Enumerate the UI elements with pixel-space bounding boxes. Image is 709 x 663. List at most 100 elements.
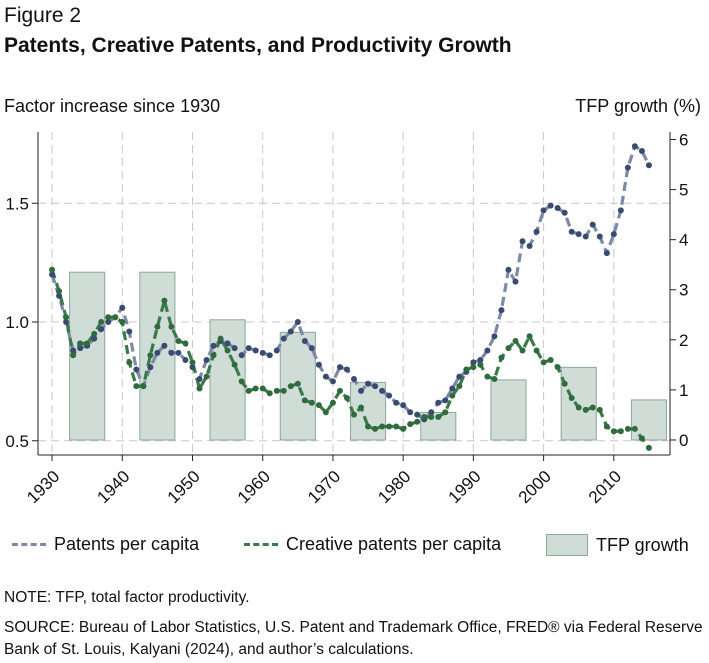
creative-point bbox=[632, 426, 638, 432]
patents-point bbox=[372, 383, 378, 389]
creative-point bbox=[484, 374, 490, 380]
creative-point bbox=[597, 407, 603, 413]
x-tick-label: 1990 bbox=[445, 467, 485, 507]
patents-point bbox=[365, 381, 371, 387]
patents-point bbox=[260, 350, 266, 356]
patents-point bbox=[400, 402, 406, 408]
creative-point bbox=[449, 393, 455, 399]
patents-point bbox=[625, 165, 631, 171]
creative-point bbox=[477, 362, 483, 368]
creative-point bbox=[281, 388, 287, 394]
right-tick-label: 3 bbox=[679, 281, 688, 300]
tfp-bar bbox=[491, 380, 526, 440]
creative-point bbox=[569, 395, 575, 401]
creative-point bbox=[463, 367, 469, 373]
patents-point bbox=[379, 388, 385, 394]
patents-point bbox=[239, 352, 245, 358]
right-tick-label: 0 bbox=[679, 431, 688, 450]
patents-point bbox=[618, 207, 624, 213]
creative-point bbox=[246, 388, 252, 394]
creative-point bbox=[498, 355, 504, 361]
creative-point bbox=[182, 340, 188, 346]
patents-point bbox=[98, 326, 104, 332]
creative-point bbox=[211, 352, 217, 358]
creative-point bbox=[161, 298, 167, 304]
creative-point bbox=[197, 386, 203, 392]
tfp-bars bbox=[70, 272, 667, 440]
right-tick-label: 4 bbox=[679, 231, 688, 250]
creative-point bbox=[611, 428, 617, 434]
patents-point bbox=[161, 343, 167, 349]
legend-swatch-patents bbox=[12, 543, 46, 546]
creative-point bbox=[520, 348, 526, 354]
creative-point bbox=[527, 333, 533, 339]
creative-point bbox=[98, 319, 104, 325]
creative-point bbox=[358, 405, 364, 411]
right-tick-label: 1 bbox=[679, 381, 688, 400]
x-tick-label: 1970 bbox=[304, 467, 344, 507]
creative-point bbox=[63, 314, 69, 320]
creative-point bbox=[175, 338, 181, 344]
creative-point bbox=[351, 412, 357, 418]
patents-point bbox=[520, 238, 526, 244]
creative-point bbox=[400, 426, 406, 432]
creative-point bbox=[470, 364, 476, 370]
creative-point bbox=[295, 381, 301, 387]
creative-point bbox=[562, 381, 568, 387]
patents-point bbox=[583, 234, 589, 240]
creative-point bbox=[576, 405, 582, 411]
creative-point bbox=[253, 386, 259, 392]
creative-point bbox=[84, 340, 90, 346]
creative-point bbox=[168, 324, 174, 330]
patents-point bbox=[316, 362, 322, 368]
patents-point bbox=[197, 376, 203, 382]
patents-point bbox=[309, 345, 315, 351]
patents-point bbox=[484, 348, 490, 354]
creative-point bbox=[639, 435, 645, 441]
creative-point bbox=[386, 424, 392, 430]
patents-point bbox=[281, 336, 287, 342]
patents-point bbox=[562, 210, 568, 216]
legend-label-creative: Creative patents per capita bbox=[286, 534, 501, 555]
creative-point bbox=[105, 314, 111, 320]
patents-point bbox=[527, 243, 533, 249]
creative-point bbox=[147, 352, 153, 358]
creative-point bbox=[239, 378, 245, 384]
creative-point bbox=[491, 376, 497, 382]
patents-point bbox=[302, 338, 308, 344]
legend-swatch-creative bbox=[244, 543, 278, 546]
patents-point bbox=[435, 400, 441, 406]
patents-point bbox=[225, 340, 231, 346]
creative-point bbox=[372, 426, 378, 432]
creative-point bbox=[625, 426, 631, 432]
creative-point bbox=[618, 428, 624, 434]
legend-label-patents: Patents per capita bbox=[54, 534, 199, 555]
creative-point bbox=[548, 357, 554, 363]
creative-point bbox=[204, 374, 210, 380]
right-tick-label: 6 bbox=[679, 131, 688, 150]
creative-point bbox=[428, 414, 434, 420]
right-tick-label: 2 bbox=[679, 331, 688, 350]
note-text: NOTE: TFP, total factor productivity. bbox=[4, 587, 704, 609]
x-tick-label: 1960 bbox=[234, 467, 274, 507]
creative-point bbox=[379, 424, 385, 430]
creative-point bbox=[456, 383, 462, 389]
creative-point bbox=[302, 397, 308, 403]
creative-point bbox=[323, 409, 329, 415]
patents-point bbox=[133, 367, 139, 373]
creative-point bbox=[70, 352, 76, 358]
legend-item-tfp: TFP growth bbox=[546, 534, 689, 556]
patents-point bbox=[126, 329, 132, 335]
patents-point bbox=[386, 393, 392, 399]
patents-point bbox=[541, 207, 547, 213]
creative-point bbox=[330, 400, 336, 406]
patents-point bbox=[154, 350, 160, 356]
patents-point bbox=[513, 279, 519, 285]
x-tick-label: 2010 bbox=[585, 467, 625, 507]
patents-point bbox=[393, 400, 399, 406]
x-tick-label: 1950 bbox=[164, 467, 204, 507]
patents-point bbox=[407, 409, 413, 415]
legend-swatch-tfp bbox=[546, 534, 588, 556]
creative-point bbox=[288, 383, 294, 389]
tfp-bar bbox=[631, 400, 666, 440]
